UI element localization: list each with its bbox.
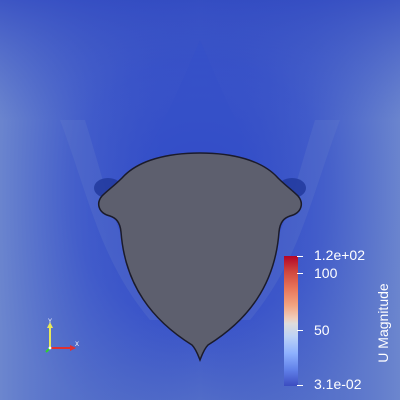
tick-min — [297, 385, 303, 386]
svg-text:X: X — [75, 342, 79, 348]
legend-max-label: 1.2e+02 — [314, 247, 365, 263]
upper-wake-streak — [140, 40, 260, 165]
right-flow-band — [230, 120, 340, 320]
tick-max — [297, 256, 303, 257]
orientation-axes-icon: Y X — [45, 319, 79, 353]
left-flow-band — [60, 120, 170, 320]
tick-100 — [297, 273, 303, 274]
colormap-bar — [284, 256, 298, 386]
legend-tick-50: 50 — [314, 322, 330, 338]
tick-50 — [297, 330, 303, 331]
legend-min-label: 3.1e-02 — [314, 376, 362, 392]
solid-body — [97, 152, 303, 363]
legend-tick-100: 100 — [314, 265, 338, 281]
legend-title: U Magnitude — [375, 283, 391, 363]
svg-text:Y: Y — [48, 319, 52, 325]
